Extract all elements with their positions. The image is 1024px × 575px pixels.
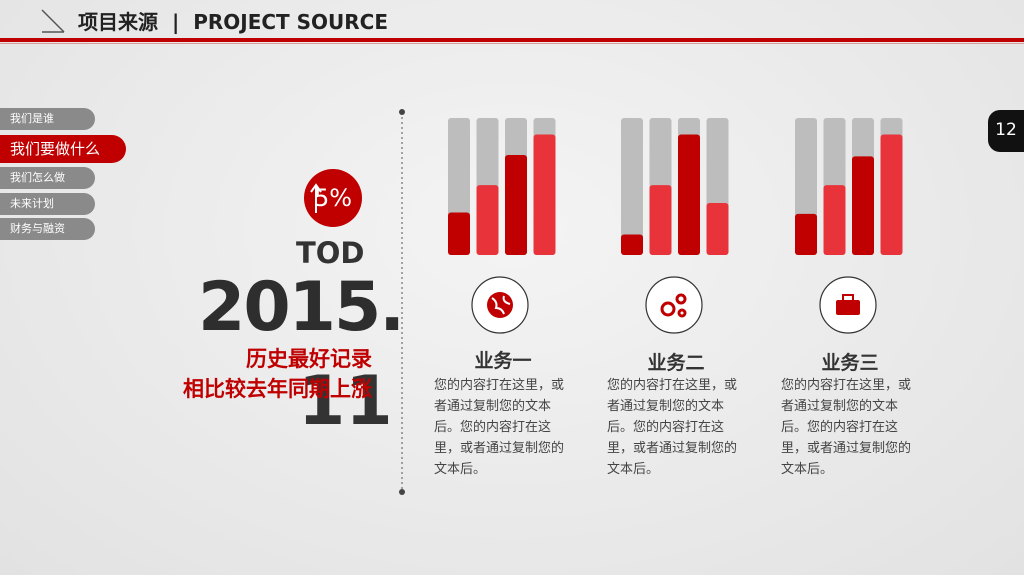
- header-rule: [0, 43, 1024, 44]
- page-tab: [988, 110, 1024, 152]
- group-title: 业务二: [647, 352, 705, 374]
- briefcase-icon: [836, 300, 860, 315]
- bar: [823, 185, 846, 255]
- bar: [505, 154, 527, 255]
- header-icon: [41, 9, 65, 33]
- group-text: 您的内容打在这里，或者通过复制您的文本后。您的内容打在这里，或者通过复制您的文本…: [434, 378, 565, 477]
- divider-dot: [399, 489, 405, 495]
- nav-item-active[interactable]: 我们要做什么: [0, 135, 126, 163]
- globe-icon: [491, 295, 511, 315]
- stat-lines: 历史最好记录 相比较去年同期上涨: [183, 344, 372, 404]
- percent-badge: [304, 169, 362, 227]
- bar: [678, 134, 700, 255]
- up-arrow: [310, 183, 322, 213]
- briefcase-icon: [842, 294, 854, 302]
- separator: |: [171, 10, 180, 34]
- bar: [880, 134, 903, 255]
- bar: [533, 134, 556, 255]
- header-rule: [0, 38, 1024, 42]
- gears-icon: [660, 293, 687, 318]
- nav-item[interactable]: 未来计划: [0, 193, 95, 215]
- stat-label: TOD: [296, 236, 365, 270]
- percent: 5%: [313, 184, 353, 212]
- header: 项目来源 | PROJECT SOURCE: [78, 6, 388, 35]
- stat-line: 相比较去年同期上涨: [183, 377, 372, 401]
- bar: [649, 185, 672, 255]
- title-cn: 项目来源: [78, 10, 158, 34]
- bar: [476, 185, 499, 255]
- group-title: 业务一: [474, 350, 532, 372]
- bar: [448, 212, 470, 255]
- bar: [795, 213, 817, 255]
- group-text: 您的内容打在这里，或者通过复制您的文本后。您的内容打在这里，或者通过复制您的文本…: [607, 378, 738, 477]
- nav-item[interactable]: 财务与融资: [0, 218, 95, 240]
- stat-year: 2015.: [198, 268, 405, 347]
- bar: [621, 234, 643, 255]
- bar-track: [621, 118, 643, 255]
- title-en: PROJECT SOURCE: [193, 10, 389, 34]
- bar-charts: [448, 118, 903, 255]
- page-number: 12: [995, 120, 1017, 140]
- nav-item[interactable]: 我们是谁: [0, 108, 95, 130]
- bar: [852, 156, 874, 255]
- nav-item[interactable]: 我们怎么做: [0, 167, 95, 189]
- bar: [706, 202, 729, 255]
- stat-line: 历史最好记录: [246, 347, 372, 371]
- stat-day: 11: [298, 362, 393, 441]
- group-text: 您的内容打在这里，或者通过复制您的文本后。您的内容打在这里，或者通过复制您的文本…: [781, 378, 912, 477]
- group-title: 业务三: [821, 352, 879, 374]
- divider-dot: [399, 109, 405, 115]
